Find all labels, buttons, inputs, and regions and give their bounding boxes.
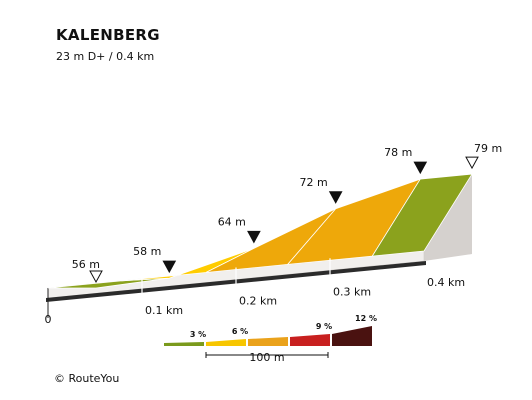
elevation-marker xyxy=(162,260,177,274)
gradient-legend: 3 % 6 % 9 % 12 % 100 m xyxy=(164,314,377,364)
profile-end-face xyxy=(424,174,472,261)
elevation-marker xyxy=(89,270,103,284)
legend-label: 3 % xyxy=(190,330,206,339)
legend-swatch xyxy=(290,334,330,346)
legend-swatch xyxy=(332,326,372,346)
elevation-marker xyxy=(247,230,261,244)
profile-segment xyxy=(371,173,473,257)
elevation-markers: 56 m 58 m 64 m 72 m 78 m 79 m xyxy=(72,142,502,284)
chart-subtitle: 23 m D+ / 0.4 km xyxy=(56,50,155,63)
elevation-marker xyxy=(413,161,428,175)
legend-label: 12 % xyxy=(355,314,377,323)
elevation-marker xyxy=(328,191,343,204)
elevation-label: 79 m xyxy=(474,142,502,155)
x-tick-label: 0.2 km xyxy=(239,295,277,308)
legend-swatch xyxy=(206,339,246,346)
x-tick-label: 0.1 km xyxy=(145,304,183,317)
elevation-label: 56 m xyxy=(72,258,100,271)
profile-top-surface xyxy=(47,173,473,289)
legend-label: 6 % xyxy=(232,327,248,336)
elevation-label: 72 m xyxy=(299,176,327,189)
scale-bar-label: 100 m xyxy=(249,351,284,364)
elevation-marker xyxy=(465,156,479,170)
x-tick-label: 0 xyxy=(45,313,52,326)
x-tick-label: 0.4 km xyxy=(427,276,465,289)
chart-title: KALENBERG xyxy=(56,26,160,44)
distance-ticks: 0 0.1 km 0.2 km 0.3 km 0.4 km xyxy=(45,258,465,326)
legend-label: 9 % xyxy=(316,322,332,331)
x-tick-label: 0.3 km xyxy=(333,285,371,298)
legend-swatch xyxy=(248,337,288,346)
elevation-label: 78 m xyxy=(384,146,412,159)
legend-swatch xyxy=(164,342,204,346)
elevation-label: 64 m xyxy=(218,215,246,228)
elevation-label: 58 m xyxy=(133,245,161,258)
copyright-notice: © RouteYou xyxy=(54,372,120,385)
